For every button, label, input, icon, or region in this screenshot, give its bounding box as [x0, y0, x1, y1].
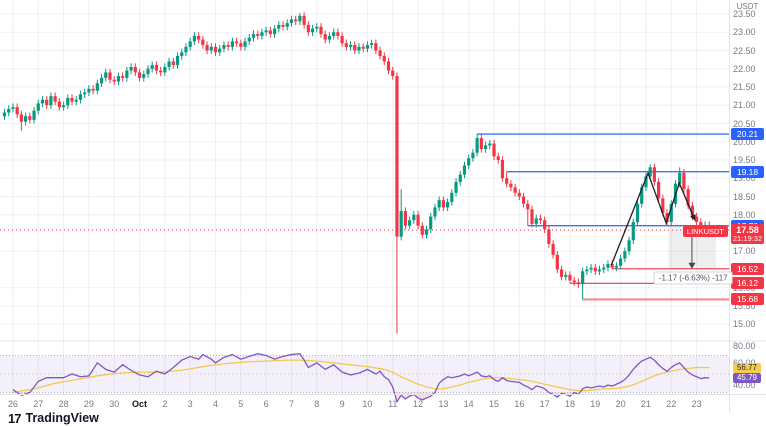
rsi-value-badge-45.79: 45.79	[733, 372, 761, 383]
time-label-12: 12	[413, 399, 424, 409]
level-price-badge-20.21: 20.21	[731, 128, 764, 141]
level-price-badge-19.18: 19.18	[731, 165, 764, 178]
level-price-badge-15.68: 15.68	[731, 293, 764, 306]
symbol-name: LINKUSDT	[686, 227, 724, 236]
trend-drawing[interactable]	[610, 171, 696, 266]
tradingview-logo-text: TradingView	[25, 411, 99, 425]
price-tick-22.00: 22.00	[733, 63, 756, 74]
time-label-23: 23	[691, 399, 702, 409]
rsi-value-badge-56.77: 56.77	[733, 362, 761, 373]
time-label-27: 27	[33, 399, 44, 409]
price-tick-21.50: 21.50	[733, 82, 756, 92]
time-label-14: 14	[463, 399, 474, 409]
price-tick-23.50: 23.50	[733, 9, 756, 19]
price-tick-19.50: 19.50	[733, 155, 756, 165]
time-label-13: 13	[438, 399, 449, 409]
time-label-10: 10	[362, 399, 373, 409]
bar-countdown: 21:19:32	[732, 234, 763, 243]
time-label-7: 7	[288, 399, 294, 409]
price-tick-23.00: 23.00	[733, 27, 756, 38]
time-label-19: 19	[590, 399, 601, 409]
time-label-15: 15	[489, 399, 500, 409]
time-label-17: 17	[539, 399, 550, 409]
price-axis-currency-label: USDT	[736, 2, 759, 11]
rsi-ma-line	[12, 359, 710, 394]
time-label-4: 4	[212, 399, 219, 409]
last-price-badge: 17.58 21:19:32	[731, 224, 764, 244]
horizontal-level-lines[interactable]	[477, 133, 729, 301]
time-label-11: 11	[388, 399, 398, 409]
time-label-2: 2	[162, 399, 168, 409]
price-tick-20.00: 20.00	[733, 136, 756, 147]
time-label-26: 26	[7, 399, 18, 409]
time-label-8: 8	[314, 399, 320, 409]
time-label-21: 21	[640, 399, 651, 409]
time-label-20: 20	[615, 399, 626, 409]
price-tick-17.00: 17.00	[733, 246, 756, 257]
tradingview-logo[interactable]: 17 TradingView	[8, 411, 99, 425]
level-price-badge-16.12: 16.12	[731, 277, 764, 290]
rsi-tick-80.00: 80.00	[733, 341, 756, 352]
last-price-value: 17.58	[736, 225, 759, 235]
level-price-badge-16.52: 16.52	[731, 262, 764, 275]
symbol-price-tag: LINKUSDT	[682, 226, 728, 237]
time-label-Oct: Oct	[132, 399, 148, 409]
time-label-9: 9	[339, 399, 345, 409]
time-label-3: 3	[187, 399, 193, 409]
time-label-29: 29	[83, 399, 94, 409]
time-label-22: 22	[666, 399, 677, 409]
time-label-18: 18	[564, 399, 575, 409]
gridlines	[0, 0, 729, 394]
price-tick-22.50: 22.50	[733, 45, 756, 56]
price-tick-21.00: 21.00	[733, 100, 756, 111]
time-label-16: 16	[514, 399, 525, 409]
time-label-30: 30	[109, 399, 120, 409]
rsi-tick-40.00: 40.00	[733, 379, 756, 390]
tradingview-logo-icon: 17	[8, 410, 22, 426]
rsi-line	[12, 352, 710, 404]
price-range-measure-label: -1.17 (-6.63%) -117	[653, 271, 733, 285]
price-tick-15.50: 15.50	[733, 301, 756, 311]
time-label-6: 6	[263, 399, 269, 409]
rsi-indicator	[0, 352, 729, 404]
price-tick-19.00: 19.00	[733, 173, 756, 184]
time-label-5: 5	[238, 399, 244, 409]
candlestick-series	[2, 12, 711, 334]
price-tick-20.50: 20.50	[733, 118, 756, 129]
price-tick-18.00: 18.00	[733, 209, 756, 220]
price-tick-18.50: 18.50	[733, 191, 756, 202]
price-tick-15.00: 15.00	[733, 319, 756, 330]
time-label-28: 28	[58, 399, 69, 409]
